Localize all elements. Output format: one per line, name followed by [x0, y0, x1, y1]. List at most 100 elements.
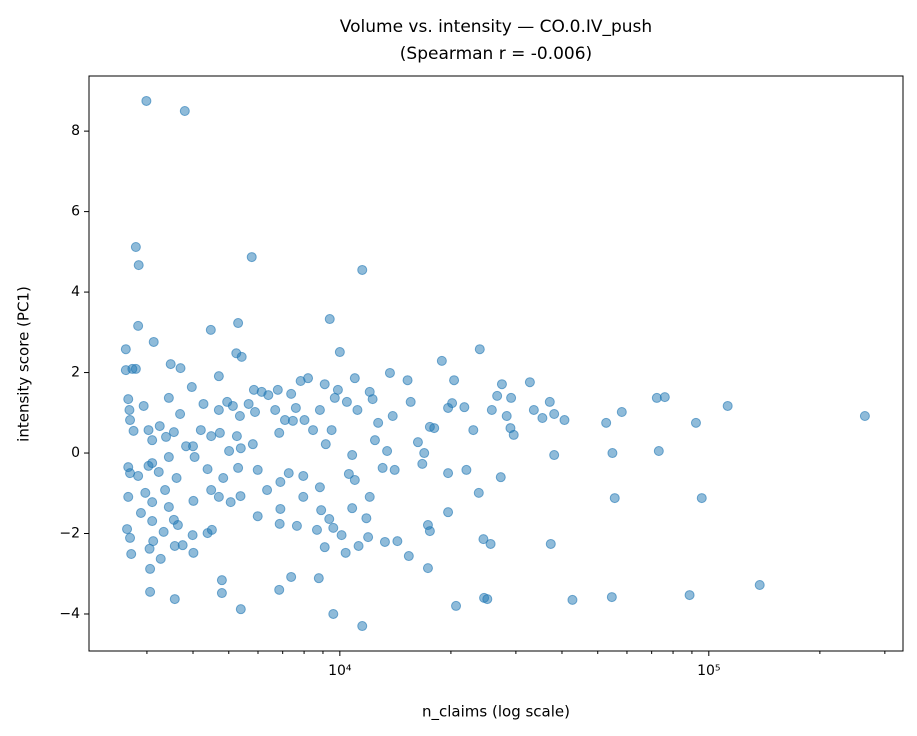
- point: [859, 411, 870, 422]
- point: [130, 363, 141, 374]
- point: [314, 482, 325, 493]
- point: [143, 425, 154, 436]
- point: [172, 520, 183, 531]
- point: [286, 571, 297, 582]
- chart-title: Volume vs. intensity — CO.0.IV_push: [340, 17, 652, 37]
- point: [495, 472, 506, 483]
- point: [352, 404, 363, 415]
- point: [290, 402, 301, 413]
- point: [363, 532, 374, 543]
- point: [206, 524, 217, 535]
- y-tick-label: 6: [71, 204, 80, 220]
- point: [369, 435, 380, 446]
- point: [133, 320, 144, 331]
- point: [155, 553, 166, 564]
- point: [319, 542, 330, 553]
- point: [326, 425, 337, 436]
- point: [319, 379, 330, 390]
- point: [298, 491, 309, 502]
- point: [213, 491, 224, 502]
- point: [544, 396, 555, 407]
- point: [177, 540, 188, 551]
- point: [130, 242, 141, 253]
- x-tick-label: 10⁴: [328, 663, 352, 679]
- point: [473, 487, 484, 498]
- point: [609, 493, 620, 504]
- point: [298, 470, 309, 481]
- point: [206, 431, 217, 442]
- point: [124, 404, 135, 415]
- point: [320, 439, 331, 450]
- point: [179, 106, 190, 117]
- plot-frame: [88, 75, 904, 652]
- point: [120, 344, 131, 355]
- point: [696, 493, 707, 504]
- point: [347, 503, 358, 514]
- point: [189, 452, 200, 463]
- point: [168, 427, 179, 438]
- point: [147, 497, 158, 508]
- point: [482, 594, 493, 605]
- point: [141, 95, 152, 106]
- point: [443, 468, 454, 479]
- point: [607, 448, 618, 459]
- point: [357, 264, 368, 275]
- point: [198, 398, 209, 409]
- point: [361, 513, 372, 524]
- point: [123, 491, 134, 502]
- point: [187, 530, 198, 541]
- point: [286, 388, 297, 399]
- point: [163, 392, 174, 403]
- point: [506, 392, 517, 403]
- point: [140, 487, 151, 498]
- point: [402, 375, 413, 386]
- point: [148, 336, 159, 347]
- point: [160, 485, 171, 496]
- point: [447, 398, 458, 409]
- point: [419, 448, 430, 459]
- point: [559, 415, 570, 426]
- point: [313, 573, 324, 584]
- point: [314, 404, 325, 415]
- point: [690, 417, 701, 428]
- point: [405, 396, 416, 407]
- point: [291, 520, 302, 531]
- point: [334, 347, 345, 358]
- point: [163, 452, 174, 463]
- point: [449, 375, 460, 386]
- point: [283, 468, 294, 479]
- point: [451, 600, 462, 611]
- point: [252, 464, 263, 475]
- point: [122, 524, 133, 535]
- point: [247, 439, 258, 450]
- point: [235, 604, 246, 615]
- point: [364, 491, 375, 502]
- point: [275, 503, 286, 514]
- point: [303, 373, 314, 384]
- point: [188, 547, 199, 558]
- point: [501, 411, 512, 422]
- point: [311, 524, 322, 535]
- point: [262, 485, 273, 496]
- chart-subtitle: (Spearman r = -0.006): [400, 44, 592, 64]
- point: [316, 505, 327, 516]
- point: [412, 437, 423, 448]
- y-tick-label: 2: [71, 365, 80, 381]
- point: [214, 427, 225, 438]
- point: [424, 421, 435, 432]
- point: [443, 507, 454, 518]
- point: [246, 252, 257, 263]
- point: [274, 518, 285, 529]
- point: [299, 415, 310, 426]
- point: [175, 363, 186, 374]
- point: [224, 446, 235, 457]
- point: [188, 495, 199, 506]
- y-axis-label: intensity score (PC1): [15, 286, 33, 442]
- point: [549, 408, 560, 419]
- point: [347, 450, 358, 461]
- point: [424, 526, 435, 537]
- point: [392, 536, 403, 547]
- point: [545, 538, 556, 549]
- point: [549, 450, 560, 461]
- point: [206, 485, 217, 496]
